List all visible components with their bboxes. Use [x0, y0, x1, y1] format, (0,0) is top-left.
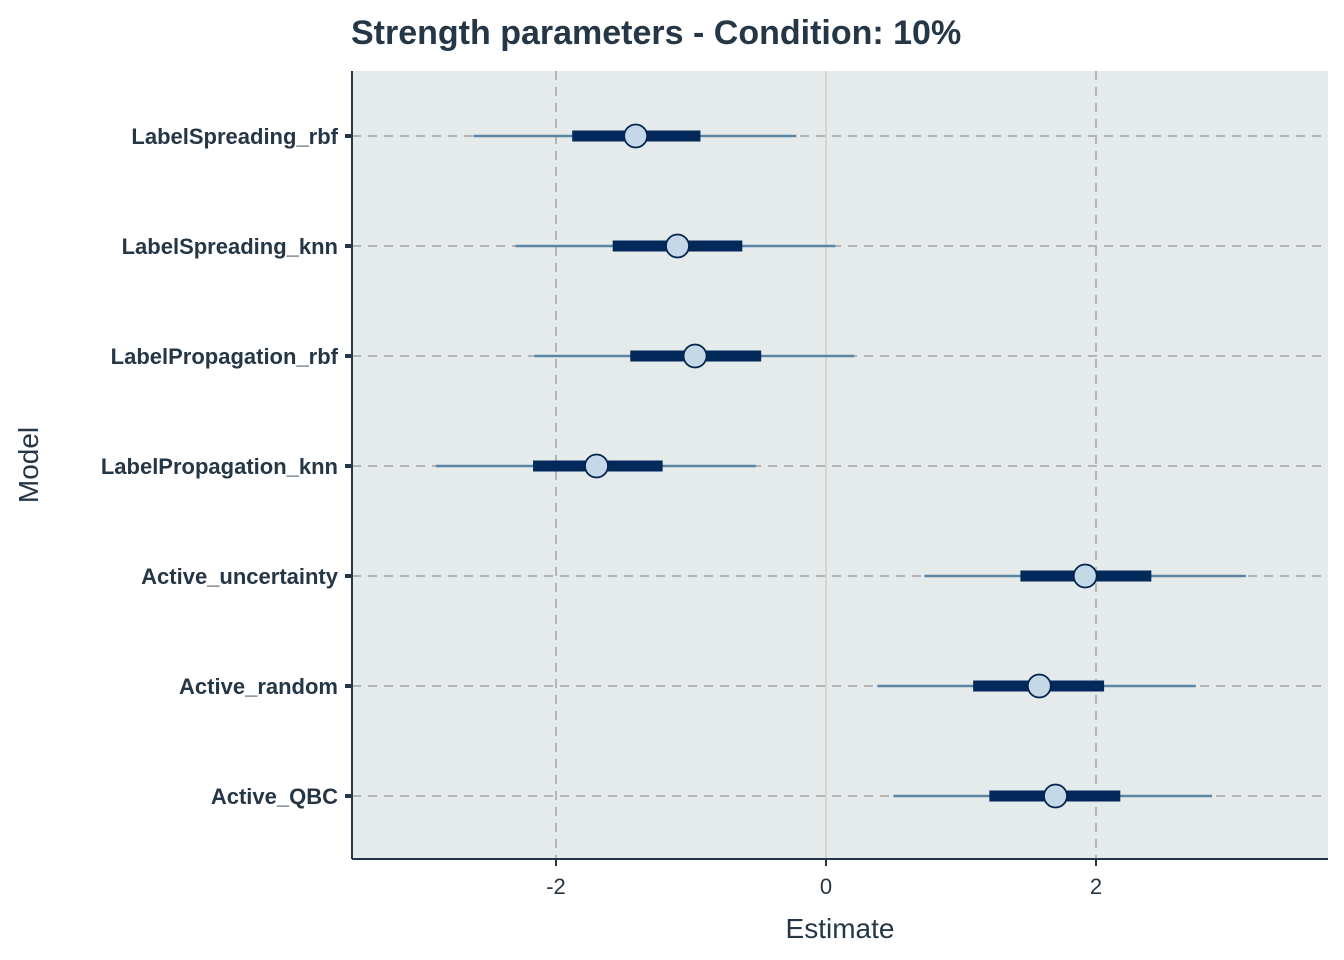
- y-tick-label: Active_uncertainty: [141, 564, 339, 589]
- y-tick-label: Active_random: [179, 674, 338, 699]
- estimate-point: [682, 343, 708, 369]
- axes-layer: LabelSpreading_rbf LabelSpreading_knn Labe…: [101, 71, 1328, 899]
- y-tick-label: Active_QBC: [211, 784, 338, 809]
- y-tick-label: LabelSpreading_rbf: [131, 124, 338, 149]
- x-tick-label: 0: [820, 874, 832, 899]
- estimate-point: [665, 233, 690, 259]
- estimate-point: [584, 453, 609, 479]
- y-tick-label: LabelPropagation_knn: [101, 454, 338, 479]
- estimate-point: [1026, 673, 1052, 699]
- intervals-layer: [435, 123, 1246, 809]
- x-tick-label: -2: [546, 874, 566, 899]
- estimate-point: [1043, 783, 1068, 809]
- y-axis-title: Model: [13, 427, 44, 503]
- chart-title: Strength parameters - Condition: 10%: [351, 14, 961, 52]
- x-axis-title: Estimate: [786, 913, 895, 944]
- x-tick-label: 2: [1090, 874, 1102, 899]
- y-tick-label: LabelSpreading_knn: [122, 234, 338, 259]
- estimate-point: [623, 123, 649, 149]
- estimate-point: [1072, 563, 1098, 589]
- y-tick-label: LabelPropagation_rbf: [111, 344, 339, 369]
